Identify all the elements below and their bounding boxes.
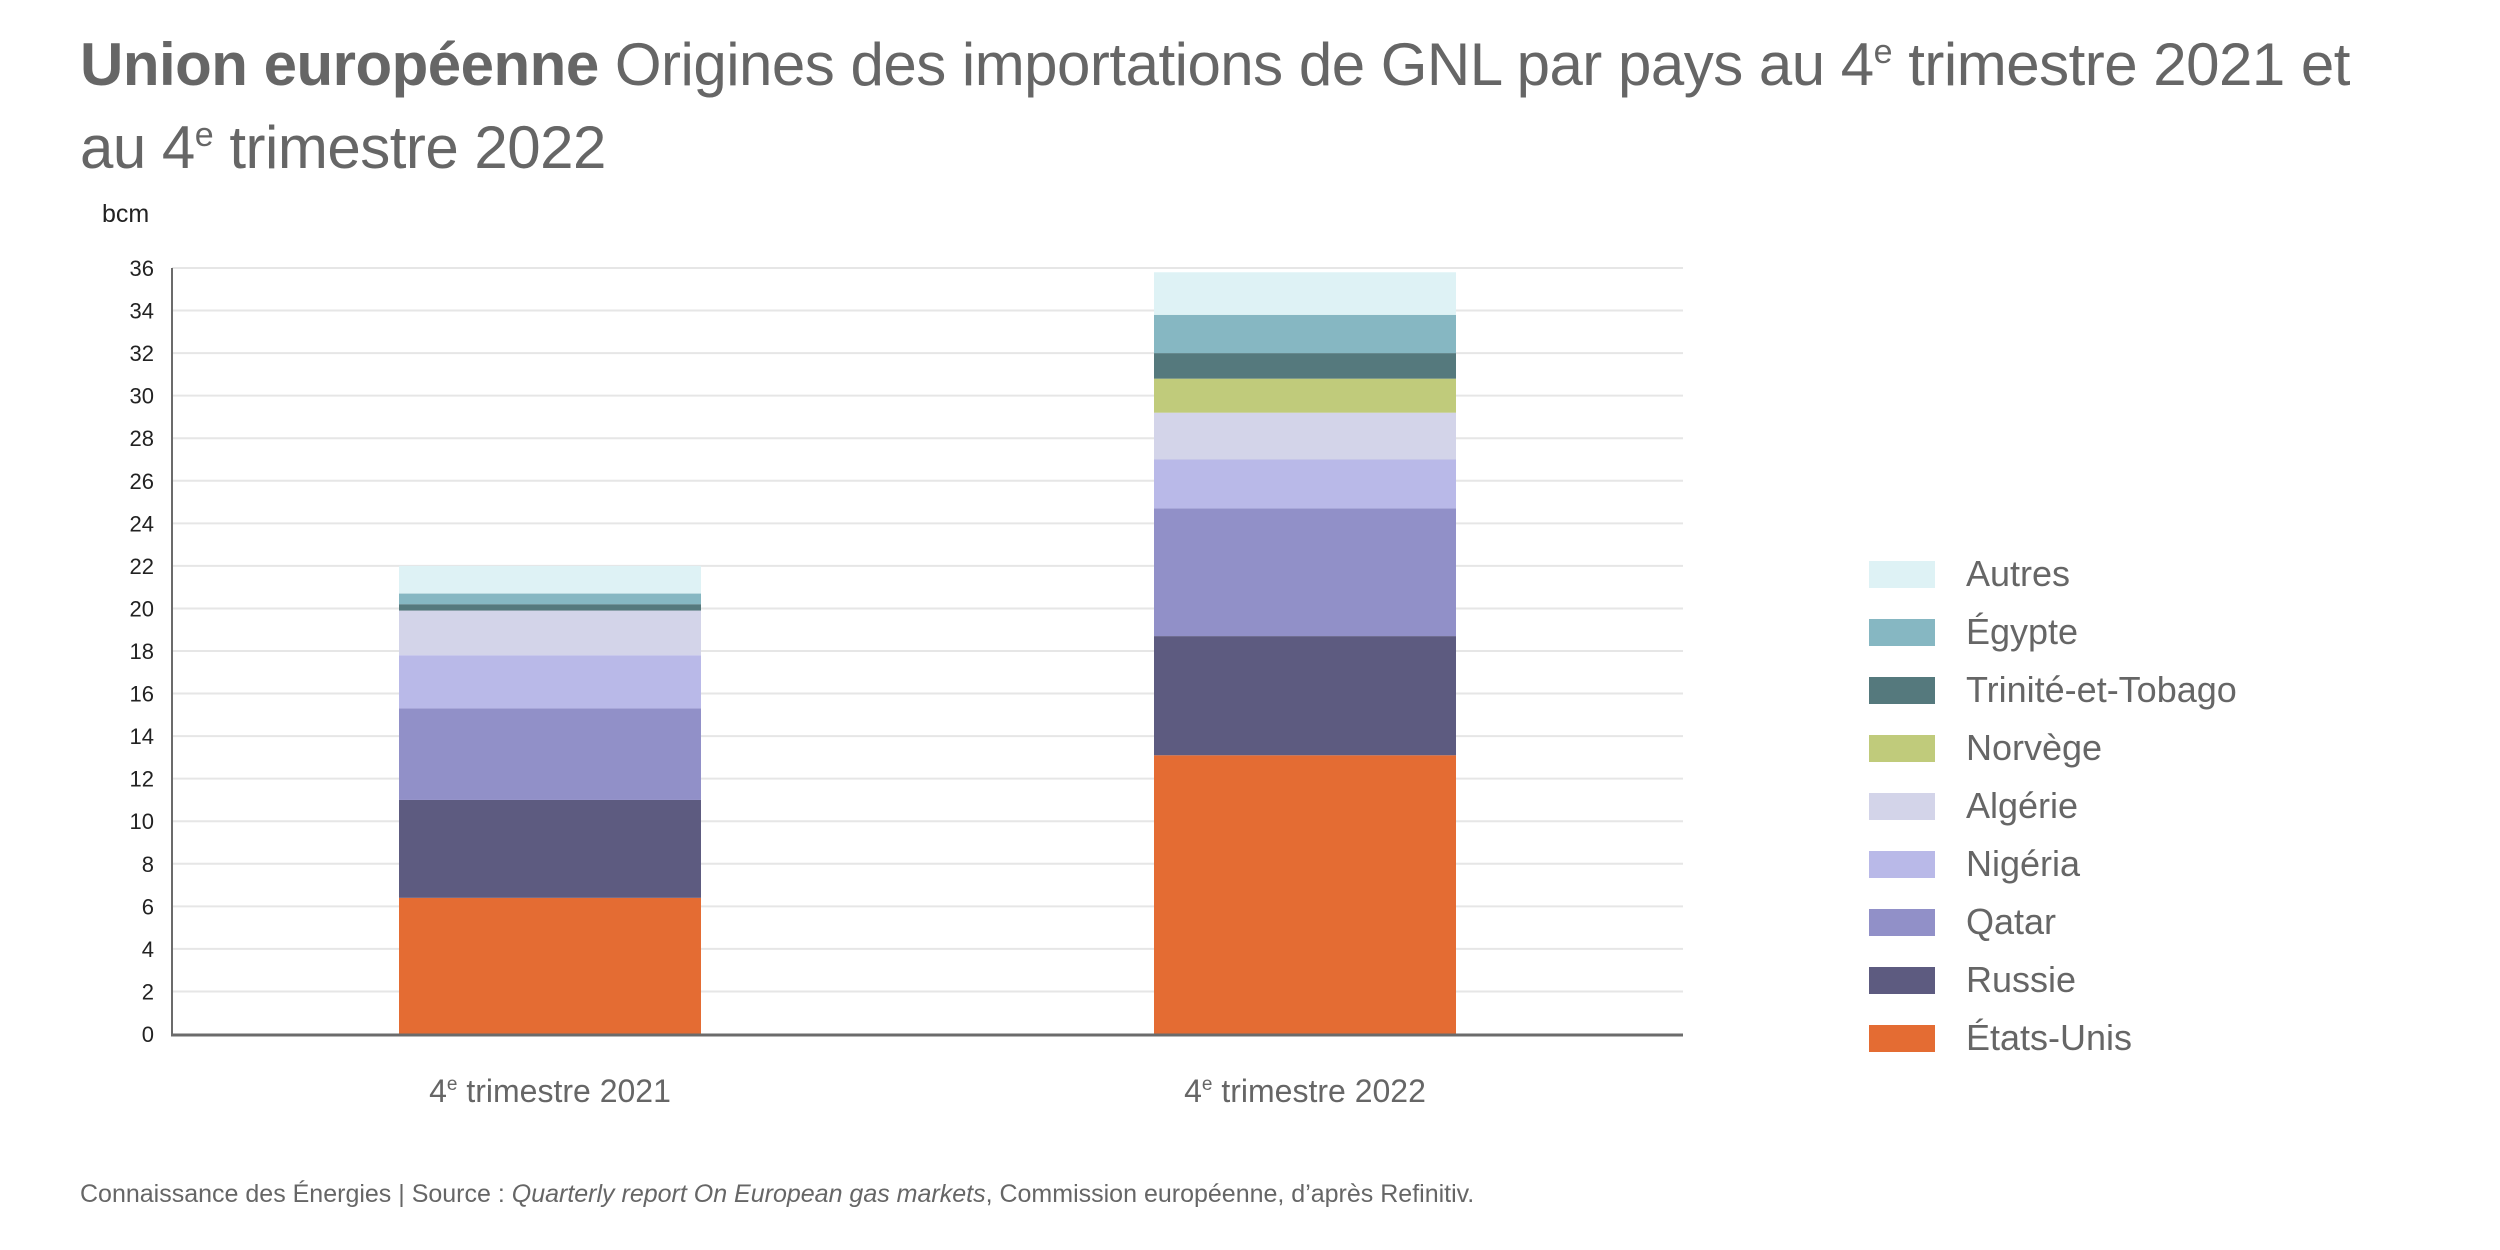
- legend-swatch: [1869, 908, 1935, 936]
- y-tick-label: 22: [130, 554, 154, 579]
- title-text-line2: au 4e trimestre 2022: [80, 114, 606, 181]
- y-tick-label: 18: [130, 639, 154, 664]
- y-tick-label: 16: [130, 682, 154, 707]
- bar-segment: [399, 708, 701, 800]
- y-tick-label: 0: [142, 1022, 154, 1047]
- y-tick-label: 8: [142, 852, 154, 877]
- legend-swatch: [1869, 560, 1935, 588]
- title-region: Union européenne: [80, 31, 599, 98]
- y-tick-label: 30: [130, 384, 154, 409]
- bar-segment: [1154, 272, 1456, 315]
- footer-rest: , Commission européenne, d’après Refinit…: [985, 1180, 1475, 1208]
- title-line2-pre: au 4: [80, 114, 195, 181]
- legend-item: Algérie: [1869, 777, 2237, 835]
- bar-segment: [1154, 755, 1456, 1034]
- legend-item: Nigéria: [1869, 835, 2237, 893]
- y-tick-label: 26: [130, 469, 154, 494]
- legend-label: États-Unis: [1966, 1017, 2133, 1058]
- x-tick-label-number: 4: [1184, 1073, 1202, 1109]
- legend-label: Nigéria: [1966, 843, 2081, 884]
- legend-item: Trinité-et-Tobago: [1869, 661, 2237, 719]
- bar-segment: [1154, 378, 1456, 413]
- y-tick-label: 12: [130, 767, 154, 792]
- x-tick-label: 4e trimestre 2022: [1184, 1073, 1426, 1110]
- legend-item: États-Unis: [1869, 1009, 2237, 1067]
- title-line1-pre: Origines des importations de GNL par pay…: [614, 31, 1874, 98]
- y-tick-label: 28: [130, 426, 154, 451]
- bar-segment: [1154, 353, 1456, 379]
- bar-segment: [1154, 636, 1456, 756]
- x-tick-label-sup: e: [446, 1074, 458, 1095]
- source-footer: Connaissance des Énergies | Source : Qua…: [80, 1180, 1474, 1209]
- legend-swatch: [1869, 676, 1935, 704]
- title-line1-sup: e: [1873, 33, 1893, 71]
- bar-segment: [399, 593, 701, 605]
- legend-swatch: [1869, 734, 1935, 762]
- footer-report-title: Quarterly report On European gas markets: [511, 1180, 986, 1208]
- y-axis-label: bcm: [102, 200, 150, 228]
- legend-label: Norvège: [1966, 727, 2103, 768]
- legend-swatch: [1869, 850, 1935, 878]
- legend: Autres Égypte Trinité-et-Tobago Norvège Algé…: [1869, 545, 2237, 1067]
- x-tick-label-sup: e: [1201, 1074, 1213, 1095]
- y-tick-label: 20: [130, 596, 154, 621]
- y-tick-label: 10: [130, 809, 154, 834]
- y-tick-label: 2: [142, 979, 154, 1004]
- title-line1-post: trimestre 2021 et: [1892, 31, 2350, 98]
- legend-label: Égypte: [1966, 611, 2079, 652]
- bar-segment: [399, 655, 701, 709]
- bar-segment: [1154, 508, 1456, 637]
- y-tick-label: 34: [130, 299, 154, 324]
- legend-item: Autres: [1869, 545, 2237, 603]
- bar-segment: [399, 799, 701, 898]
- y-tick-label: 14: [130, 724, 154, 749]
- bar-segment: [399, 610, 701, 656]
- x-tick-label-text: trimestre 2021: [457, 1073, 671, 1109]
- bar-segment: [1154, 412, 1456, 460]
- legend-label: Autres: [1966, 553, 2071, 594]
- legend-swatch: [1869, 618, 1935, 646]
- legend-label: Trinité-et-Tobago: [1966, 669, 2237, 710]
- chart-title: Union européenne Origines des importatio…: [80, 28, 2460, 194]
- legend-item: Norvège: [1869, 719, 2237, 777]
- y-tick-label: 24: [130, 511, 154, 536]
- legend-item: Qatar: [1869, 893, 2237, 951]
- legend-label: Algérie: [1966, 785, 2079, 826]
- legend-swatch: [1869, 966, 1935, 994]
- bar-segment: [1154, 314, 1456, 354]
- legend-swatch: [1869, 1024, 1935, 1052]
- legend-item: Égypte: [1869, 603, 2237, 661]
- title-line2-post: trimestre 2022: [213, 114, 606, 181]
- y-tick-label: 32: [130, 341, 154, 366]
- y-tick-label: 36: [130, 256, 154, 281]
- x-tick-label: 4e trimestre 2021: [429, 1073, 671, 1110]
- x-tick-label-text: trimestre 2022: [1212, 1073, 1426, 1109]
- legend-label: Qatar: [1966, 901, 2057, 942]
- bar-segment: [1154, 459, 1456, 509]
- bar-segment: [399, 565, 701, 594]
- footer-credit: Connaissance des Énergies | Source :: [80, 1180, 512, 1208]
- y-tick-label: 6: [142, 894, 154, 919]
- legend-item: Russie: [1869, 951, 2237, 1009]
- legend-label: Russie: [1966, 959, 2077, 1000]
- legend-swatch: [1869, 792, 1935, 820]
- title-line2-sup: e: [194, 116, 214, 154]
- x-tick-label-number: 4: [429, 1073, 447, 1109]
- bar-segment: [399, 604, 701, 611]
- title-text-line1: Origines des importations de GNL par pay…: [614, 31, 2351, 98]
- y-tick-label: 4: [142, 937, 154, 962]
- bar-segment: [399, 897, 701, 1034]
